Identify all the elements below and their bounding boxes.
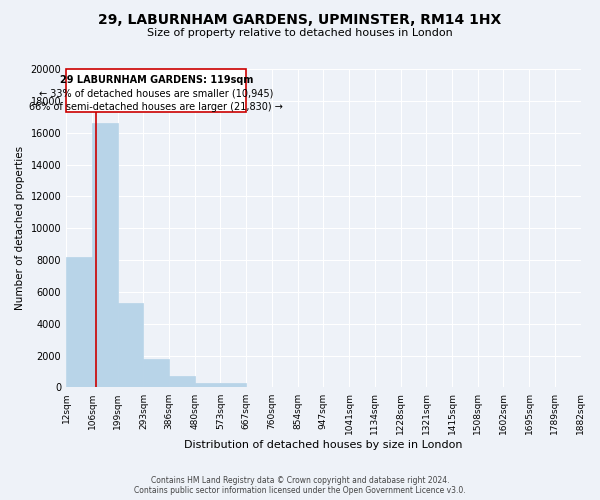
Bar xyxy=(169,376,195,388)
FancyBboxPatch shape xyxy=(66,69,247,112)
Bar xyxy=(92,123,118,388)
Bar xyxy=(220,384,247,388)
Bar xyxy=(143,359,169,388)
Bar xyxy=(195,383,220,388)
Text: 66% of semi-detached houses are larger (21,830) →: 66% of semi-detached houses are larger (… xyxy=(29,102,283,113)
Text: ← 33% of detached houses are smaller (10,945): ← 33% of detached houses are smaller (10… xyxy=(39,89,274,99)
Bar xyxy=(118,303,143,388)
Text: Size of property relative to detached houses in London: Size of property relative to detached ho… xyxy=(147,28,453,38)
Y-axis label: Number of detached properties: Number of detached properties xyxy=(15,146,25,310)
Text: Contains HM Land Registry data © Crown copyright and database right 2024.
Contai: Contains HM Land Registry data © Crown c… xyxy=(134,476,466,495)
X-axis label: Distribution of detached houses by size in London: Distribution of detached houses by size … xyxy=(184,440,463,450)
Text: 29 LABURNHAM GARDENS: 119sqm: 29 LABURNHAM GARDENS: 119sqm xyxy=(59,76,253,86)
Bar xyxy=(66,257,92,388)
Text: 29, LABURNHAM GARDENS, UPMINSTER, RM14 1HX: 29, LABURNHAM GARDENS, UPMINSTER, RM14 1… xyxy=(98,12,502,26)
